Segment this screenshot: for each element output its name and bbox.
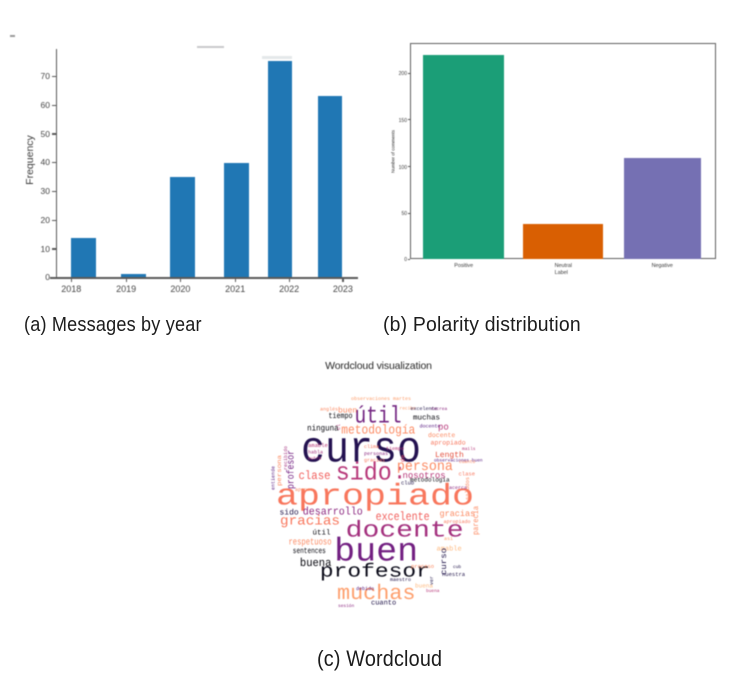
svg-text:apropiado: apropiado — [276, 480, 474, 514]
svg-text:personas: personas — [364, 451, 388, 457]
svg-text:observaciones buen: observaciones buen — [434, 458, 483, 464]
svg-text:docente: docente — [428, 432, 455, 439]
svg-text:asi: asi — [444, 536, 453, 542]
svg-text:gracias: gracias — [364, 458, 385, 464]
svg-text:tiempo: tiempo — [386, 446, 404, 452]
svg-text:excelente: excelente — [376, 510, 430, 524]
svg-text:buena: buena — [415, 583, 433, 590]
svg-text:clima: clima — [364, 444, 379, 450]
svg-text:entiende: entiende — [271, 466, 277, 490]
svg-text:ninguna: ninguna — [307, 424, 339, 434]
svg-text:de: de — [400, 454, 407, 462]
svg-text:buen: buen — [334, 533, 418, 570]
svg-text:nosotros: nosotros — [403, 471, 446, 481]
svg-text:proceso: proceso — [411, 563, 434, 570]
svg-text:apropiado: apropiado — [444, 519, 471, 525]
svg-text::: : — [393, 461, 406, 486]
svg-text:cl: cl — [336, 424, 342, 430]
svg-text:persona: persona — [276, 455, 283, 486]
svg-text:recibo: recibo — [400, 406, 417, 412]
svg-text:curso: curso — [440, 548, 449, 575]
svg-text:gracias: gracias — [440, 509, 476, 519]
svg-text:acerca: acerca — [449, 485, 467, 491]
svg-text:curso: curso — [301, 426, 421, 476]
svg-text:recrea: recrea — [431, 407, 448, 412]
svg-text:muchas: muchas — [413, 414, 440, 423]
svg-text:cub: cub — [453, 564, 461, 570]
svg-text:apropiado: apropiado — [431, 440, 466, 447]
svg-text:buen: buen — [338, 407, 357, 416]
svg-text:ver: ver — [429, 576, 435, 585]
svg-text:parecía: parecía — [472, 506, 481, 535]
svg-text:útil: útil — [355, 403, 402, 430]
svg-text:sido: sido — [336, 459, 392, 488]
svg-text:club: club — [401, 480, 414, 487]
svg-text:tiempo: tiempo — [329, 412, 353, 421]
svg-text:sentences: sentences — [293, 547, 326, 556]
svg-text:habla: habla — [308, 450, 323, 456]
svg-text:muchas: muchas — [337, 583, 416, 606]
svg-text:sesión: sesión — [338, 603, 355, 609]
svg-text:mails: mails — [462, 446, 476, 452]
svg-text:po: po — [438, 423, 449, 433]
svg-text:recibido: recibido — [283, 446, 289, 470]
svg-text:persona: persona — [397, 459, 453, 475]
svg-text:profesor: profesor — [286, 450, 298, 489]
svg-text:metodología: metodología — [410, 477, 450, 484]
svg-text:outro: outro — [308, 457, 322, 462]
svg-text:cuanto: cuanto — [459, 460, 476, 465]
svg-text:útil: útil — [313, 529, 332, 538]
svg-text:maestro: maestro — [390, 577, 411, 583]
svg-text:anglés: anglés — [320, 407, 338, 413]
svg-text:apenas: apenas — [295, 487, 313, 493]
svg-text:sido: sido — [280, 509, 299, 518]
svg-text:metodología: metodología — [341, 423, 415, 438]
svg-text:Length: Length — [435, 451, 464, 460]
svg-text:excelente: excelente — [411, 406, 438, 412]
svg-text:clase: clase — [459, 471, 476, 478]
svg-text:buena: buena — [426, 588, 440, 594]
svg-text:clase: clase — [299, 469, 331, 483]
svg-text:docente: docente — [346, 517, 464, 543]
svg-text:amable: amable — [437, 545, 462, 554]
svg-text:cuanto: cuanto — [371, 600, 396, 608]
svg-text:saludos: saludos — [464, 477, 471, 500]
svg-text:gracias: gracias — [280, 515, 340, 530]
svg-text:debido: debido — [356, 586, 374, 592]
svg-text:observaciones martes: observaciones martes — [351, 396, 411, 402]
svg-text:docente: docente — [420, 424, 441, 430]
svg-text:nuestra: nuestra — [442, 571, 466, 578]
svg-text:amable: amable — [308, 442, 328, 449]
svg-text:buena: buena — [300, 557, 332, 570]
svg-text:profesor: profesor — [320, 561, 430, 583]
svg-text:respetuoso: respetuoso — [289, 537, 332, 548]
svg-text:desarrollo: desarrollo — [303, 507, 363, 519]
